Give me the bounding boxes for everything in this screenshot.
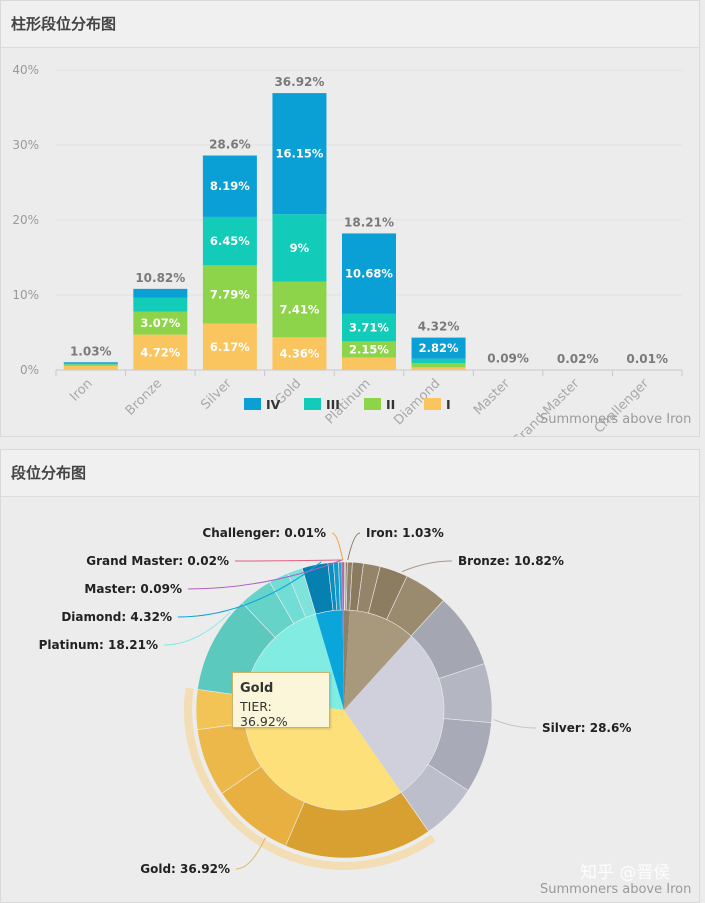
x-tick-label: Master <box>471 376 513 418</box>
y-tick-label: 20% <box>12 213 39 227</box>
bar-segment-i[interactable] <box>63 365 118 370</box>
bar-segment-i[interactable] <box>202 323 257 370</box>
bar-total-label: 1.03% <box>70 344 112 358</box>
bar-segment-label: 8.19% <box>210 179 250 193</box>
bar-total-label: 4.32% <box>418 320 460 334</box>
legend-label[interactable]: IV <box>266 397 281 412</box>
bar-segment-iv[interactable] <box>63 362 118 364</box>
bar-segment-label: 6.17% <box>210 340 250 354</box>
bar-segment-ii[interactable] <box>342 341 396 358</box>
bar-segment-iv[interactable] <box>342 233 396 314</box>
pie-chart-title: 段位分布图 <box>1 450 699 497</box>
legend-swatch-i[interactable] <box>424 398 441 410</box>
bar-total-label: 0.09% <box>487 351 529 365</box>
bar-segment-iv[interactable] <box>133 288 188 298</box>
legend-swatch-iii[interactable] <box>304 398 321 410</box>
bar-total-label: 18.21% <box>344 215 394 229</box>
bar-segment-label: 2.15% <box>349 342 389 356</box>
bar-segment-iv[interactable] <box>411 337 466 359</box>
bar-segment-label: 9% <box>290 241 310 255</box>
x-tick-label: Bronze <box>123 376 165 418</box>
legend-label[interactable]: II <box>386 397 395 412</box>
bar-segment-label: 3.71% <box>349 320 389 334</box>
legend-label[interactable]: I <box>446 397 451 412</box>
bar-segment-label: 7.41% <box>279 303 319 317</box>
bar-total-label: 0.01% <box>626 352 668 366</box>
legend-swatch-iv[interactable] <box>244 398 261 410</box>
bar-segment-iii[interactable] <box>63 363 118 365</box>
bar-segment-i[interactable] <box>342 357 396 370</box>
x-tick-label: Challenger <box>592 376 653 437</box>
bar-segment-ii[interactable] <box>133 311 188 335</box>
y-tick-label: 40% <box>12 63 39 77</box>
x-tick-label: Silver <box>198 376 235 413</box>
bar-segment-label: 3.07% <box>140 316 180 330</box>
pie-watermark: Summoners above Iron <box>540 882 692 897</box>
bar-segment-ii[interactable] <box>411 363 466 368</box>
y-tick-label: 30% <box>12 138 39 152</box>
bar-segment-ii[interactable] <box>202 265 257 324</box>
bar-segment-ii[interactable] <box>63 364 118 366</box>
bar-segment-label: 2.82% <box>419 341 459 355</box>
bar-total-label: 36.92% <box>274 75 324 89</box>
bar-segment-label: 10.68% <box>345 266 393 280</box>
tooltip-title: Gold <box>240 681 274 696</box>
bar-segment-label: 7.79% <box>210 288 250 302</box>
bar-chart-panel: 柱形段位分布图 0% 10% 20% 30% 40% 1.03% Iron 4.72% 3.07… <box>0 0 700 437</box>
gold-tooltip: Gold TIER: 36.92% <box>232 672 330 729</box>
x-tick-label: Grand Master <box>509 376 583 437</box>
bar-segment-ii[interactable] <box>272 281 327 338</box>
bar-segment-iii[interactable] <box>202 216 257 266</box>
bar-segment-iii[interactable] <box>133 297 188 312</box>
bar-segment-i[interactable] <box>411 367 466 370</box>
bar-segment-iv[interactable] <box>272 93 327 215</box>
bar-segment-iii[interactable] <box>342 313 396 342</box>
bar-total-label: 10.82% <box>135 271 185 285</box>
tooltip-value: TIER: 36.92% <box>240 699 288 729</box>
bar-segment-label: 6.45% <box>210 234 250 248</box>
bar-segment-label: 4.72% <box>140 345 180 359</box>
bar-segment-iii[interactable] <box>272 214 327 282</box>
pie-chart-panel: 段位分布图 <box>0 449 700 903</box>
legend-swatch-ii[interactable] <box>364 398 381 410</box>
bar-segment-label: 16.15% <box>275 147 323 161</box>
bar-segment-iii[interactable] <box>411 358 466 364</box>
y-tick-label: 0% <box>20 363 39 377</box>
stacked-bar-chart: 0% 10% 20% 30% 40% 1.03% Iron 4.72% 3.07% 10.82% B… <box>12 63 683 437</box>
bar-segment-i[interactable] <box>272 337 327 370</box>
bar-watermark: Summoners above Iron <box>540 412 692 427</box>
x-tick-label: Iron <box>67 376 95 404</box>
bar-chart-title: 柱形段位分布图 <box>1 1 699 48</box>
zhihu-watermark: 知乎 @晋侯 <box>580 863 671 883</box>
bar-total-label: 28.6% <box>209 138 251 152</box>
bar-segment-iv[interactable] <box>202 155 257 217</box>
y-tick-label: 10% <box>12 288 39 302</box>
bar-segment-i[interactable] <box>133 334 188 370</box>
bar-total-label: 0.02% <box>557 352 599 366</box>
bar-segment-label: 4.36% <box>279 347 319 361</box>
legend-label[interactable]: III <box>326 397 340 412</box>
